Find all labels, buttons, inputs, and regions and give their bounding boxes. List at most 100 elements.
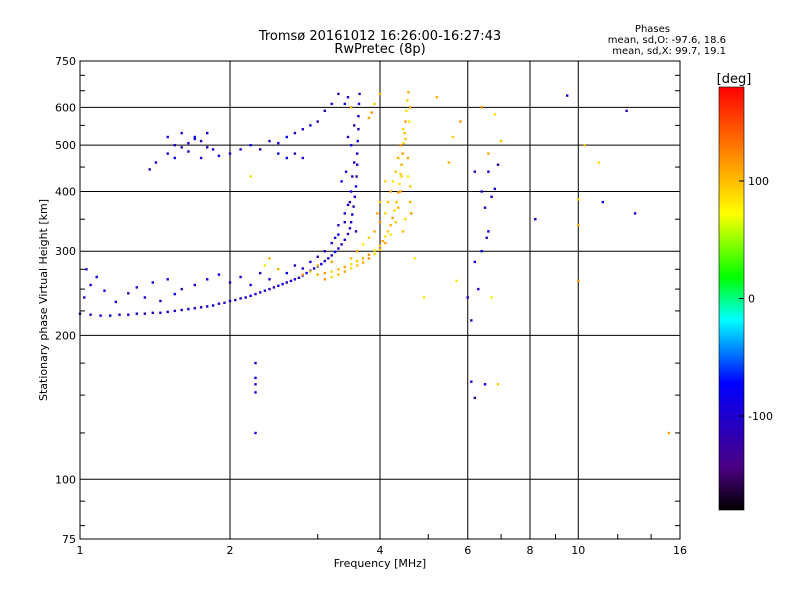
data-point-x [381, 239, 384, 243]
data-point-x [487, 152, 490, 155]
colorbar-ticks: 100 0 -100 [739, 175, 773, 423]
data-point-x [378, 248, 382, 251]
data-point-o [268, 139, 271, 143]
data-point-o [312, 267, 316, 270]
data-point-o [357, 102, 361, 106]
data-point-x [389, 233, 392, 236]
data-point-o [351, 175, 354, 178]
data-point-o [180, 308, 183, 312]
plot-frame [79, 60, 681, 540]
data-point-o [114, 300, 117, 304]
data-point-x [316, 264, 319, 267]
data-point-o [254, 376, 257, 380]
data-point-o [259, 271, 262, 275]
data-point-x [402, 141, 405, 145]
data-point-x [455, 279, 458, 283]
data-point-x [349, 106, 353, 109]
data-point-o [193, 307, 196, 310]
data-point-x [391, 180, 395, 183]
data-point-o [346, 203, 350, 207]
data-point-o [340, 243, 343, 246]
data-point-o [151, 311, 154, 314]
data-point-o [103, 289, 106, 292]
data-point-o [217, 273, 221, 276]
data-point-x [398, 182, 401, 186]
data-point-x [409, 106, 412, 109]
data-point-x [356, 259, 359, 263]
data-point-x [406, 175, 410, 178]
data-point-o [293, 131, 297, 135]
data-point-o [127, 313, 130, 316]
data-point-x [406, 156, 410, 160]
data-point-x [410, 212, 413, 215]
data-point-x [330, 275, 333, 279]
data-point-o [173, 309, 176, 313]
data-point-x [399, 172, 402, 176]
data-point-o [254, 431, 257, 435]
data-point-o [356, 163, 359, 166]
data-point-x [401, 230, 405, 233]
data-point-o [99, 314, 102, 317]
data-point-x [394, 170, 397, 173]
data-point-x [400, 163, 403, 166]
data-point-x [409, 185, 412, 188]
x-tick-label: 1 [77, 544, 84, 557]
data-point-o [180, 287, 183, 291]
data-point-x [373, 252, 376, 256]
data-points [78, 91, 671, 435]
data-point-x [356, 250, 359, 253]
x-axis-ticks: 1 2 4 6 8 10 16 [77, 534, 687, 557]
data-point-o [343, 102, 346, 106]
y-tick-label: 750 [55, 55, 76, 68]
data-point-x [401, 152, 404, 155]
data-point-o [268, 278, 271, 281]
data-point-x [406, 99, 409, 102]
data-point-o [228, 299, 232, 303]
data-point-x [370, 111, 373, 114]
data-point-x [277, 268, 280, 271]
data-point-x [577, 198, 580, 201]
data-point-x [395, 200, 398, 204]
data-point-o [206, 131, 209, 135]
data-point-x [409, 200, 412, 204]
data-point-x [316, 273, 319, 276]
data-point-o [490, 195, 493, 198]
y-axis-label: Stationary phase Virtual Height [km] [37, 199, 50, 401]
data-point-o [206, 278, 209, 281]
data-point-o [333, 236, 337, 239]
data-point-x [451, 135, 454, 139]
data-point-o [349, 190, 353, 193]
data-point-o [249, 283, 252, 287]
data-point-o [356, 152, 359, 155]
data-point-x [386, 230, 390, 233]
colorbar-tick-label: 100 [748, 175, 769, 188]
data-point-x [597, 161, 601, 164]
data-point-o [487, 230, 490, 233]
data-point-x [391, 216, 394, 220]
data-point-o [83, 296, 86, 299]
data-point-o [127, 292, 130, 295]
chart-subtitle: RwPretec (8p) [334, 42, 425, 57]
data-point-o [473, 260, 476, 264]
data-point-x [343, 270, 346, 273]
data-point-o [351, 213, 354, 216]
colorbar-tick-label: -100 [748, 410, 773, 423]
data-point-o [254, 361, 257, 365]
data-point-o [346, 135, 350, 139]
data-point-o [355, 175, 358, 178]
data-point-o [135, 286, 138, 289]
data-point-o [277, 152, 280, 155]
data-point-o [343, 221, 346, 224]
data-point-x [361, 261, 365, 264]
data-point-x [268, 257, 271, 260]
data-point-o [254, 383, 257, 386]
data-point-o [89, 313, 92, 316]
data-point-x [373, 230, 376, 233]
data-point-x [393, 209, 396, 212]
data-point-o [285, 135, 288, 139]
data-point-x [389, 190, 392, 193]
data-point-x [577, 224, 580, 227]
data-point-o [223, 301, 226, 304]
data-point-o [327, 257, 330, 260]
data-point-o [305, 271, 308, 275]
